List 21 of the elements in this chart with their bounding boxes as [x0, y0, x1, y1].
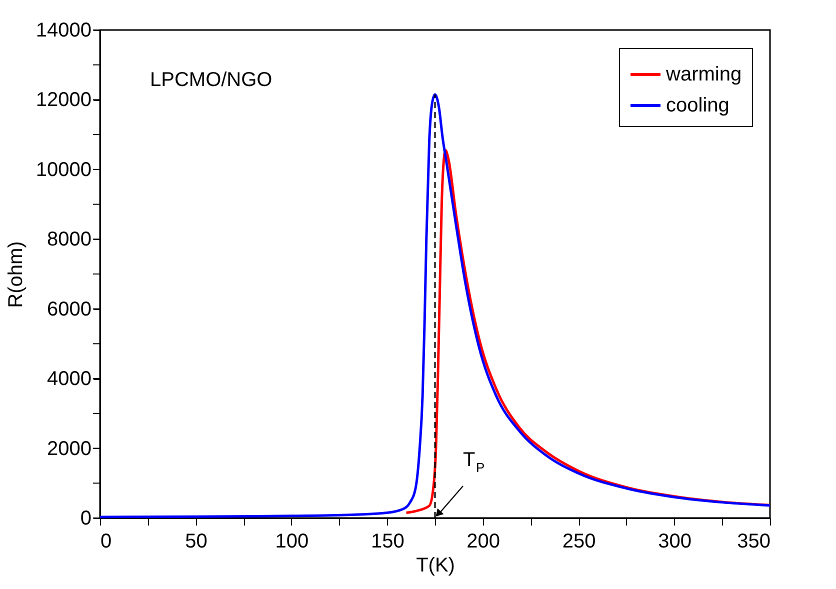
y-tick-label: 4000 — [47, 368, 92, 390]
legend-label: warming — [665, 64, 742, 86]
x-tick-label: 350 — [737, 530, 770, 552]
x-tick-label: 300 — [658, 530, 692, 552]
y-tick-label: 8000 — [47, 228, 92, 251]
x-tick-label: 150 — [370, 530, 404, 552]
y-tick-label: 12000 — [36, 89, 92, 112]
x-tick-label: 50 — [185, 530, 208, 552]
y-tick-label: 2000 — [47, 438, 92, 460]
x-tick-label: 100 — [275, 530, 309, 552]
x-axis-title: T(K) — [416, 554, 455, 576]
x-tick-label: 0 — [100, 530, 112, 552]
legend-label: cooling — [666, 94, 730, 116]
x-tick-label: 200 — [466, 530, 500, 552]
y-tick-label: 14000 — [36, 20, 92, 42]
annotation: LPCMO/NGO — [150, 69, 272, 91]
y-tick-label: 10000 — [36, 158, 92, 181]
y-axis-title: R(ohm) — [4, 241, 27, 308]
x-tick-label: 250 — [562, 530, 596, 552]
y-tick-label: 0 — [80, 508, 92, 530]
y-tick-label: 6000 — [47, 298, 92, 320]
